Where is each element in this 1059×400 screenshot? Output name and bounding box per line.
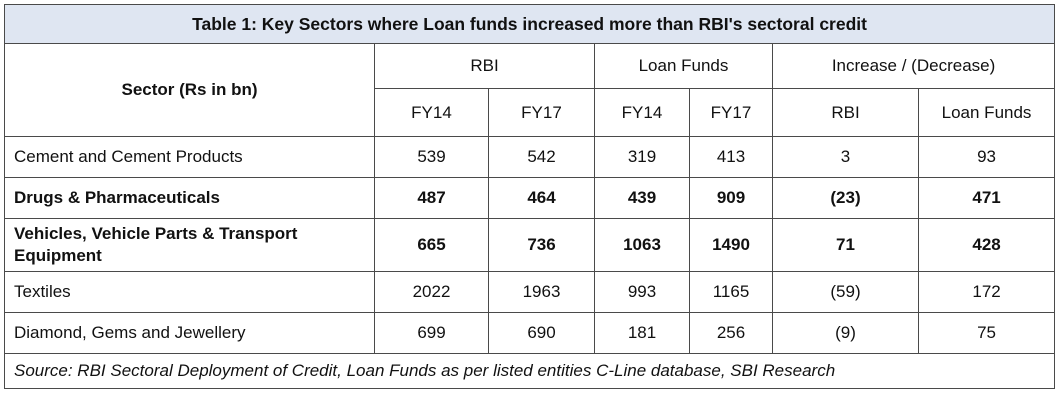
cell-value: 413 [689, 136, 773, 178]
cell-value: 539 [374, 136, 489, 178]
cell-value: 93 [917, 136, 1056, 178]
table-row: Diamond, Gems and Jewellery 699 690 181 … [4, 312, 1056, 354]
subheader-loan-fy14: FY14 [594, 88, 690, 137]
cell-value: 699 [374, 312, 489, 354]
cell-value: 172 [917, 271, 1056, 313]
cell-value: 736 [488, 218, 595, 272]
cell-value: 542 [488, 136, 595, 178]
cell-value: 471 [917, 177, 1056, 219]
subheader-change-loan-funds: Loan Funds [917, 88, 1056, 137]
cell-value: 1165 [689, 271, 773, 313]
sector-name: Textiles [4, 271, 375, 313]
cell-value: 439 [594, 177, 690, 219]
group-header-change: Increase / (Decrease) [771, 43, 1056, 89]
table-container: Table 1: Key Sectors where Loan funds in… [3, 4, 1056, 389]
cell-value: 75 [917, 312, 1056, 354]
table-row: Cement and Cement Products 539 542 319 4… [4, 136, 1056, 178]
cell-value: 319 [594, 136, 690, 178]
group-header-rbi: RBI [374, 43, 595, 89]
cell-value: 464 [488, 177, 595, 219]
sector-name: Cement and Cement Products [4, 136, 375, 178]
table-row: Vehicles, Vehicle Parts & Transport Equi… [4, 218, 1056, 272]
cell-value: 1063 [594, 218, 690, 272]
cell-value: 3 [772, 136, 919, 178]
subheader-change-rbi: RBI [772, 88, 919, 137]
sector-name: Diamond, Gems and Jewellery [4, 312, 375, 354]
subheader-rbi-fy17: FY17 [488, 88, 595, 137]
subheader-rbi-fy14: FY14 [374, 88, 489, 137]
sector-name: Drugs & Pharmaceuticals [4, 177, 375, 219]
subheader-loan-fy17: FY17 [689, 88, 773, 137]
source-note: Source: RBI Sectoral Deployment of Credi… [3, 353, 1056, 389]
cell-value: 993 [594, 271, 690, 313]
table-row: Drugs & Pharmaceuticals 487 464 439 909 … [4, 177, 1056, 219]
cell-value: 909 [689, 177, 773, 219]
table-row: Textiles 2022 1963 993 1165 (59) 172 [4, 271, 1056, 313]
sector-column-header: Sector (Rs in bn) [4, 43, 375, 137]
cell-value: (59) [772, 271, 919, 313]
cell-value: 256 [689, 312, 773, 354]
cell-value: 690 [488, 312, 595, 354]
cell-value: (9) [772, 312, 919, 354]
cell-value: 665 [374, 218, 489, 272]
table-title: Table 1: Key Sectors where Loan funds in… [3, 4, 1056, 44]
sector-name: Vehicles, Vehicle Parts & Transport Equi… [4, 218, 375, 272]
cell-value: 2022 [374, 271, 489, 313]
cell-value: 1963 [488, 271, 595, 313]
group-header-loan-funds: Loan Funds [594, 43, 773, 89]
cell-value: 71 [772, 218, 919, 272]
cell-value: 181 [594, 312, 690, 354]
cell-value: (23) [772, 177, 919, 219]
cell-value: 487 [374, 177, 489, 219]
cell-value: 1490 [689, 218, 773, 272]
sector-credit-table: Table 1: Key Sectors where Loan funds in… [3, 4, 1056, 389]
cell-value: 428 [917, 218, 1056, 272]
